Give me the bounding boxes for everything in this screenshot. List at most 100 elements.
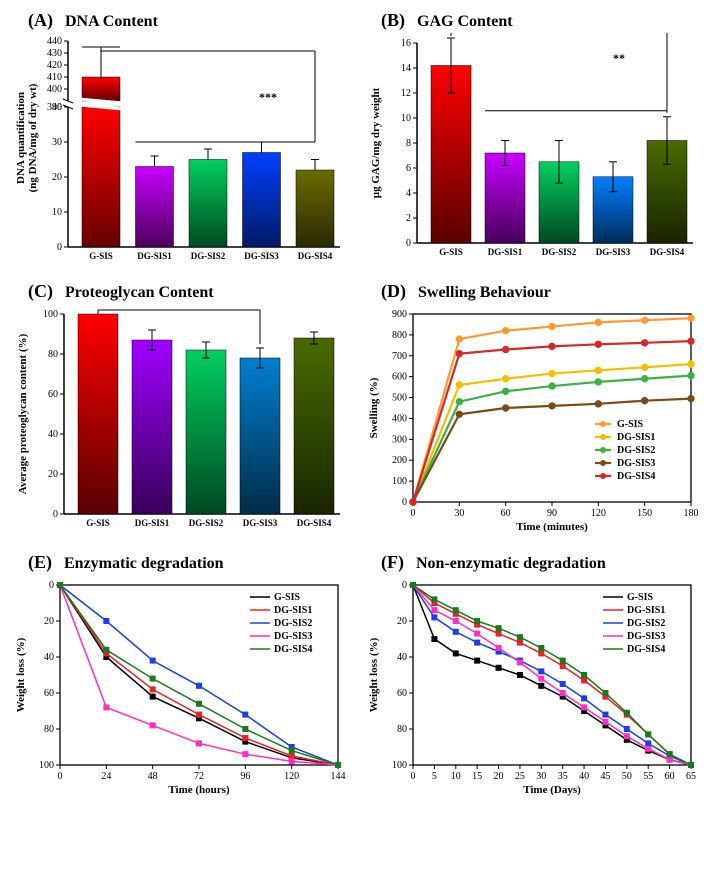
svg-text:50: 50	[622, 771, 632, 782]
svg-text:4: 4	[406, 188, 411, 199]
svg-text:DG-SIS2: DG-SIS2	[191, 251, 226, 261]
svg-text:DNA quantification: DNA quantification	[15, 92, 27, 184]
svg-text:DG-SIS4: DG-SIS4	[650, 247, 685, 257]
svg-text:DG-SIS3: DG-SIS3	[274, 631, 312, 642]
panel-C-title: (C) Proteoglycan Content	[28, 281, 355, 302]
svg-text:0: 0	[53, 509, 58, 520]
svg-text:DG-SIS1: DG-SIS1	[627, 605, 665, 616]
svg-text:400: 400	[47, 84, 62, 95]
svg-text:60: 60	[665, 771, 675, 782]
svg-text:60: 60	[48, 389, 58, 400]
svg-text:16: 16	[401, 38, 411, 49]
chart-C: 020406080100Average proteoglycan content…	[10, 304, 350, 544]
svg-text:10: 10	[451, 771, 461, 782]
svg-text:DG-SIS1: DG-SIS1	[274, 605, 312, 616]
svg-text:DG-SIS1: DG-SIS1	[135, 518, 170, 528]
svg-text:10: 10	[401, 113, 411, 124]
svg-text:90: 90	[547, 508, 557, 519]
svg-text:DG-SIS3: DG-SIS3	[243, 518, 278, 528]
svg-text:120: 120	[591, 508, 606, 519]
svg-text:80: 80	[397, 724, 407, 735]
svg-text:35: 35	[558, 771, 568, 782]
svg-text:40: 40	[397, 652, 407, 663]
chart-D: 0306090120150180010020030040050060070080…	[363, 304, 703, 544]
svg-text:Time (minutes): Time (minutes)	[516, 521, 588, 533]
svg-text:DG-SIS2: DG-SIS2	[189, 518, 224, 528]
svg-text:G-SIS: G-SIS	[617, 419, 644, 430]
svg-text:15: 15	[472, 771, 482, 782]
svg-text:Average proteoglycan content (: Average proteoglycan content (%)	[17, 333, 29, 494]
svg-text:0: 0	[58, 771, 63, 782]
svg-text:30: 30	[454, 508, 464, 519]
svg-text:430: 430	[47, 48, 62, 59]
svg-text:60: 60	[44, 688, 54, 699]
chart-B: 0246810121416µg GAG/mg dry weightG-SISDG…	[363, 33, 703, 273]
svg-text:***: ***	[259, 90, 277, 104]
panel-D: (D) Swelling Behaviour 03060901201501800…	[363, 281, 708, 544]
svg-text:DG-SIS4: DG-SIS4	[627, 644, 665, 655]
svg-text:DG-SIS4: DG-SIS4	[274, 644, 312, 655]
panel-F-title: (F) Non-enzymatic degradation	[381, 552, 708, 573]
svg-text:48: 48	[148, 771, 158, 782]
svg-text:DG-SIS3: DG-SIS3	[617, 458, 655, 469]
svg-text:2: 2	[406, 213, 411, 224]
svg-text:390: 390	[47, 102, 62, 113]
svg-text:8: 8	[406, 138, 411, 149]
panel-C: (C) Proteoglycan Content 020406080100Ave…	[10, 281, 355, 544]
svg-text:96: 96	[240, 771, 250, 782]
svg-text:14: 14	[401, 63, 411, 74]
svg-text:DG-SIS2: DG-SIS2	[274, 618, 312, 629]
svg-text:(ng DNA/mg of dry wt): (ng DNA/mg of dry wt)	[27, 83, 39, 192]
chart-F: 05101520253035404550556065020406080100Ti…	[363, 575, 703, 805]
svg-text:12: 12	[401, 88, 411, 99]
svg-text:DG-SIS3: DG-SIS3	[627, 631, 665, 642]
svg-text:80: 80	[44, 724, 54, 735]
svg-text:100: 100	[392, 476, 407, 487]
svg-text:Time (Days): Time (Days)	[523, 784, 581, 796]
svg-text:DG-SIS2: DG-SIS2	[627, 618, 665, 629]
svg-text:5: 5	[432, 771, 437, 782]
svg-text:0: 0	[411, 771, 416, 782]
svg-text:0: 0	[49, 580, 54, 591]
svg-text:DG-SIS2: DG-SIS2	[542, 247, 577, 257]
svg-text:40: 40	[44, 652, 54, 663]
svg-text:0: 0	[411, 508, 416, 519]
svg-text:800: 800	[392, 330, 407, 341]
svg-text:G-SIS: G-SIS	[274, 592, 301, 603]
svg-text:100: 100	[392, 760, 407, 771]
svg-text:µg GAG/mg dry weight: µg GAG/mg dry weight	[370, 87, 382, 198]
svg-text:20: 20	[52, 172, 62, 183]
svg-text:0: 0	[57, 242, 62, 253]
svg-text:300: 300	[392, 434, 407, 445]
svg-text:30: 30	[536, 771, 546, 782]
svg-text:Weight loss (%): Weight loss (%)	[15, 637, 27, 712]
svg-text:Swelling (%): Swelling (%)	[368, 377, 380, 438]
panel-D-title: (D) Swelling Behaviour	[381, 281, 708, 302]
svg-text:**: **	[613, 51, 625, 65]
svg-text:40: 40	[579, 771, 589, 782]
svg-text:G-SIS: G-SIS	[89, 251, 113, 261]
svg-text:200: 200	[392, 455, 407, 466]
svg-text:DG-SIS4: DG-SIS4	[617, 471, 655, 482]
svg-text:*: *	[257, 304, 263, 310]
svg-text:24: 24	[101, 771, 111, 782]
svg-text:10: 10	[52, 207, 62, 218]
panel-A: (A) DNA Content 400410420430440010203040…	[10, 10, 355, 273]
panel-B-title: (B) GAG Content	[381, 10, 708, 31]
svg-text:144: 144	[331, 771, 346, 782]
panel-F: (F) Non-enzymatic degradation 0 5 10 15 20 25…	[363, 552, 708, 805]
svg-text:80: 80	[48, 349, 58, 360]
svg-text:20: 20	[397, 616, 407, 627]
svg-text:20: 20	[494, 771, 504, 782]
svg-text:DG-SIS3: DG-SIS3	[596, 247, 631, 257]
svg-text:20: 20	[44, 616, 54, 627]
svg-text:25: 25	[515, 771, 525, 782]
svg-text:DG-SIS1: DG-SIS1	[617, 432, 655, 443]
svg-text:DG-SIS4: DG-SIS4	[297, 518, 332, 528]
svg-text:100: 100	[39, 760, 54, 771]
svg-text:DG-SIS1: DG-SIS1	[488, 247, 523, 257]
svg-text:420: 420	[47, 60, 62, 71]
svg-text:20: 20	[48, 469, 58, 480]
svg-text:700: 700	[392, 351, 407, 362]
svg-text:30: 30	[52, 137, 62, 148]
